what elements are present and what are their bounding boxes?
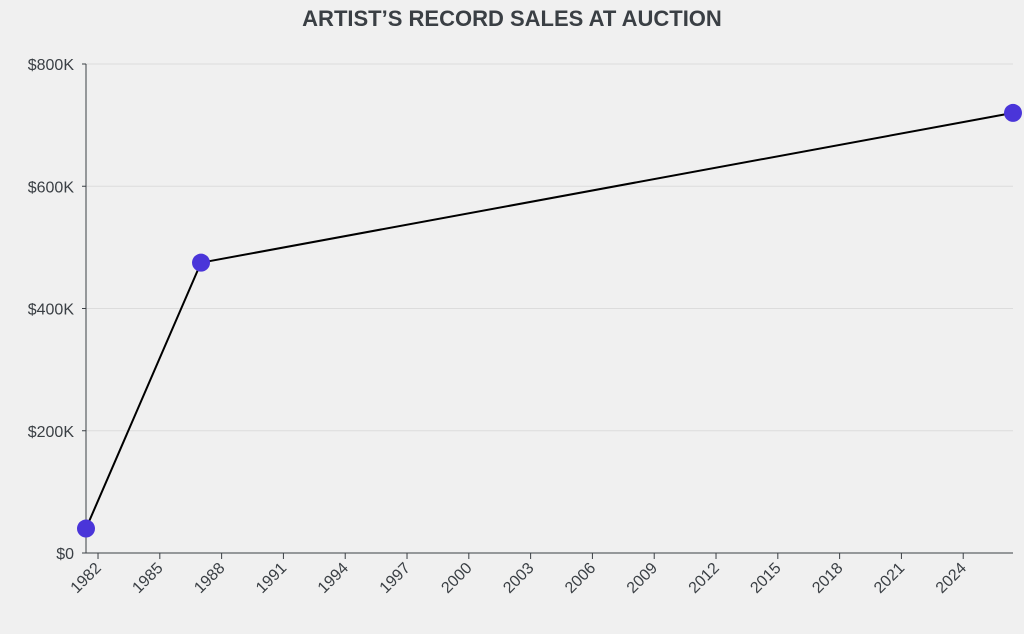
x-tick-label: 2009	[624, 560, 661, 597]
data-point	[192, 253, 211, 272]
x-tick-label: 2015	[747, 560, 784, 597]
y-tick-label: $800K	[28, 57, 75, 74]
y-tick-label: $400K	[28, 302, 75, 319]
series	[77, 103, 1022, 538]
y-tick-label: $0	[56, 546, 74, 563]
x-tick-label: 2012	[686, 560, 723, 597]
x-tick-label: 1982	[68, 560, 105, 597]
x-tick-label: 2003	[500, 560, 537, 597]
x-tick-label: 2024	[933, 560, 970, 597]
x-tick-label: 1991	[253, 560, 290, 597]
y-tick-label: $600K	[28, 179, 75, 196]
axes: $0 $200K $400K $600K $800K 1982 1985 1988 1991 19…	[28, 57, 1013, 597]
x-tick-label: 1988	[191, 560, 228, 597]
series-line	[85, 111, 1014, 529]
x-tick-label: 1997	[377, 560, 414, 597]
x-tick-label: 2006	[562, 560, 599, 597]
data-point	[1004, 103, 1022, 122]
grid	[86, 63, 1013, 432]
x-tick-label: 2000	[438, 560, 475, 597]
chart-title: ARTIST’S RECORD SALES AT AUCTION	[302, 6, 722, 31]
y-tick-label: $200K	[28, 424, 75, 441]
data-point	[77, 519, 95, 538]
x-tick-label: 2018	[809, 560, 846, 597]
x-tick-label: 1994	[315, 560, 352, 597]
x-tick-label: 1985	[129, 560, 166, 597]
x-tick-label: 2021	[871, 560, 908, 597]
